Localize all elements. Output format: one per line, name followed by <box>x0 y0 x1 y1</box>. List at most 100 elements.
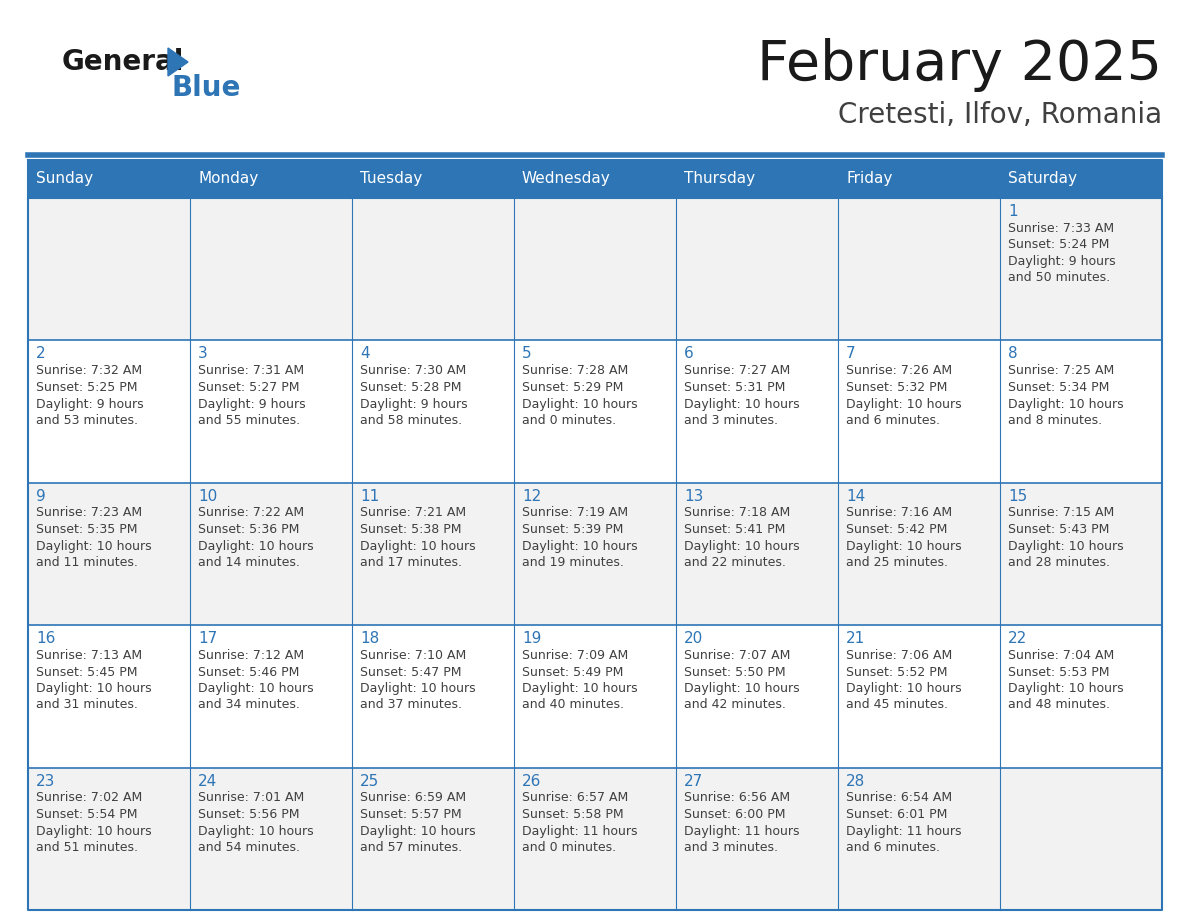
Text: Daylight: 9 hours: Daylight: 9 hours <box>360 397 468 410</box>
Text: Sunset: 5:39 PM: Sunset: 5:39 PM <box>522 523 624 536</box>
Text: Sunset: 5:25 PM: Sunset: 5:25 PM <box>36 381 138 394</box>
Text: Daylight: 10 hours: Daylight: 10 hours <box>1007 397 1124 410</box>
Text: Daylight: 10 hours: Daylight: 10 hours <box>846 397 961 410</box>
Text: Sunrise: 7:04 AM: Sunrise: 7:04 AM <box>1007 649 1114 662</box>
Text: Sunrise: 7:12 AM: Sunrise: 7:12 AM <box>198 649 304 662</box>
Text: Daylight: 10 hours: Daylight: 10 hours <box>684 682 800 696</box>
Text: Sunset: 5:32 PM: Sunset: 5:32 PM <box>846 381 947 394</box>
Text: 5: 5 <box>522 346 531 362</box>
Text: Sunset: 5:46 PM: Sunset: 5:46 PM <box>198 666 299 678</box>
Bar <box>514 198 676 341</box>
Text: Wednesday: Wednesday <box>522 172 611 186</box>
Text: and 50 minutes.: and 50 minutes. <box>1007 271 1110 285</box>
Text: Sunset: 6:00 PM: Sunset: 6:00 PM <box>684 808 785 821</box>
Text: Daylight: 10 hours: Daylight: 10 hours <box>522 397 638 410</box>
Text: and 0 minutes.: and 0 minutes. <box>522 414 617 427</box>
Text: Daylight: 10 hours: Daylight: 10 hours <box>360 824 475 838</box>
Text: 16: 16 <box>36 632 56 646</box>
Bar <box>1000 767 1162 910</box>
Text: and 40 minutes.: and 40 minutes. <box>522 699 624 711</box>
Text: Daylight: 11 hours: Daylight: 11 hours <box>684 824 800 838</box>
Text: Sunset: 5:50 PM: Sunset: 5:50 PM <box>684 666 785 678</box>
Bar <box>352 767 514 910</box>
Text: Sunset: 5:53 PM: Sunset: 5:53 PM <box>1007 666 1110 678</box>
Text: Sunset: 5:52 PM: Sunset: 5:52 PM <box>846 666 948 678</box>
Text: Sunset: 5:41 PM: Sunset: 5:41 PM <box>684 523 785 536</box>
Bar <box>838 341 1000 483</box>
Text: 1: 1 <box>1007 204 1018 219</box>
Text: and 37 minutes.: and 37 minutes. <box>360 699 462 711</box>
Text: Daylight: 11 hours: Daylight: 11 hours <box>846 824 961 838</box>
Bar <box>190 341 352 483</box>
Text: 7: 7 <box>846 346 855 362</box>
Bar <box>29 483 190 625</box>
Text: 17: 17 <box>198 632 217 646</box>
Text: Sunrise: 7:23 AM: Sunrise: 7:23 AM <box>36 507 143 520</box>
Text: and 53 minutes.: and 53 minutes. <box>36 414 138 427</box>
Text: 6: 6 <box>684 346 694 362</box>
Text: 26: 26 <box>522 774 542 789</box>
Bar <box>29 625 190 767</box>
Text: Sunset: 5:29 PM: Sunset: 5:29 PM <box>522 381 624 394</box>
Text: Monday: Monday <box>198 172 258 186</box>
Text: Sunrise: 7:13 AM: Sunrise: 7:13 AM <box>36 649 143 662</box>
Text: Sunrise: 6:57 AM: Sunrise: 6:57 AM <box>522 791 628 804</box>
Text: and 34 minutes.: and 34 minutes. <box>198 699 299 711</box>
Bar <box>1000 483 1162 625</box>
Text: and 57 minutes.: and 57 minutes. <box>360 841 462 854</box>
Text: Daylight: 10 hours: Daylight: 10 hours <box>522 682 638 696</box>
Bar <box>29 767 190 910</box>
Text: Daylight: 10 hours: Daylight: 10 hours <box>522 540 638 553</box>
Text: Sunrise: 7:26 AM: Sunrise: 7:26 AM <box>846 364 952 377</box>
Text: and 19 minutes.: and 19 minutes. <box>522 556 624 569</box>
Text: Sunrise: 7:27 AM: Sunrise: 7:27 AM <box>684 364 790 377</box>
Bar <box>838 625 1000 767</box>
Text: and 6 minutes.: and 6 minutes. <box>846 414 940 427</box>
Text: Daylight: 10 hours: Daylight: 10 hours <box>198 540 314 553</box>
Text: Daylight: 9 hours: Daylight: 9 hours <box>1007 255 1116 268</box>
Text: Daylight: 10 hours: Daylight: 10 hours <box>684 540 800 553</box>
Text: Sunrise: 7:32 AM: Sunrise: 7:32 AM <box>36 364 143 377</box>
Text: 10: 10 <box>198 488 217 504</box>
Text: Sunrise: 7:07 AM: Sunrise: 7:07 AM <box>684 649 790 662</box>
Text: Sunrise: 7:06 AM: Sunrise: 7:06 AM <box>846 649 953 662</box>
Text: Sunset: 5:49 PM: Sunset: 5:49 PM <box>522 666 624 678</box>
Text: Sunset: 5:42 PM: Sunset: 5:42 PM <box>846 523 947 536</box>
Text: and 8 minutes.: and 8 minutes. <box>1007 414 1102 427</box>
Text: Friday: Friday <box>846 172 892 186</box>
Bar <box>29 341 190 483</box>
Text: 23: 23 <box>36 774 56 789</box>
Text: and 58 minutes.: and 58 minutes. <box>360 414 462 427</box>
Bar <box>514 767 676 910</box>
Bar <box>29 198 190 341</box>
Text: Sunset: 5:31 PM: Sunset: 5:31 PM <box>684 381 785 394</box>
Bar <box>676 483 838 625</box>
Bar <box>676 767 838 910</box>
Bar <box>1000 625 1162 767</box>
Bar <box>514 625 676 767</box>
Text: Sunrise: 7:28 AM: Sunrise: 7:28 AM <box>522 364 628 377</box>
Text: Daylight: 10 hours: Daylight: 10 hours <box>36 824 152 838</box>
Text: Daylight: 10 hours: Daylight: 10 hours <box>846 540 961 553</box>
Text: Sunrise: 6:59 AM: Sunrise: 6:59 AM <box>360 791 466 804</box>
Bar <box>1000 341 1162 483</box>
Text: 9: 9 <box>36 488 46 504</box>
Text: Sunset: 5:27 PM: Sunset: 5:27 PM <box>198 381 299 394</box>
Text: and 0 minutes.: and 0 minutes. <box>522 841 617 854</box>
Text: Sunrise: 7:33 AM: Sunrise: 7:33 AM <box>1007 221 1114 235</box>
Text: Daylight: 9 hours: Daylight: 9 hours <box>36 397 144 410</box>
Text: and 11 minutes.: and 11 minutes. <box>36 556 138 569</box>
Text: Thursday: Thursday <box>684 172 756 186</box>
Text: Sunrise: 7:21 AM: Sunrise: 7:21 AM <box>360 507 466 520</box>
Text: Sunrise: 7:16 AM: Sunrise: 7:16 AM <box>846 507 952 520</box>
Bar <box>352 198 514 341</box>
Text: Daylight: 11 hours: Daylight: 11 hours <box>522 824 638 838</box>
Text: Daylight: 10 hours: Daylight: 10 hours <box>36 682 152 696</box>
Bar <box>838 767 1000 910</box>
Text: Sunset: 5:38 PM: Sunset: 5:38 PM <box>360 523 461 536</box>
Text: Sunrise: 7:18 AM: Sunrise: 7:18 AM <box>684 507 790 520</box>
Text: 21: 21 <box>846 632 865 646</box>
Text: 11: 11 <box>360 488 379 504</box>
Text: and 51 minutes.: and 51 minutes. <box>36 841 138 854</box>
Text: Sunset: 5:43 PM: Sunset: 5:43 PM <box>1007 523 1110 536</box>
